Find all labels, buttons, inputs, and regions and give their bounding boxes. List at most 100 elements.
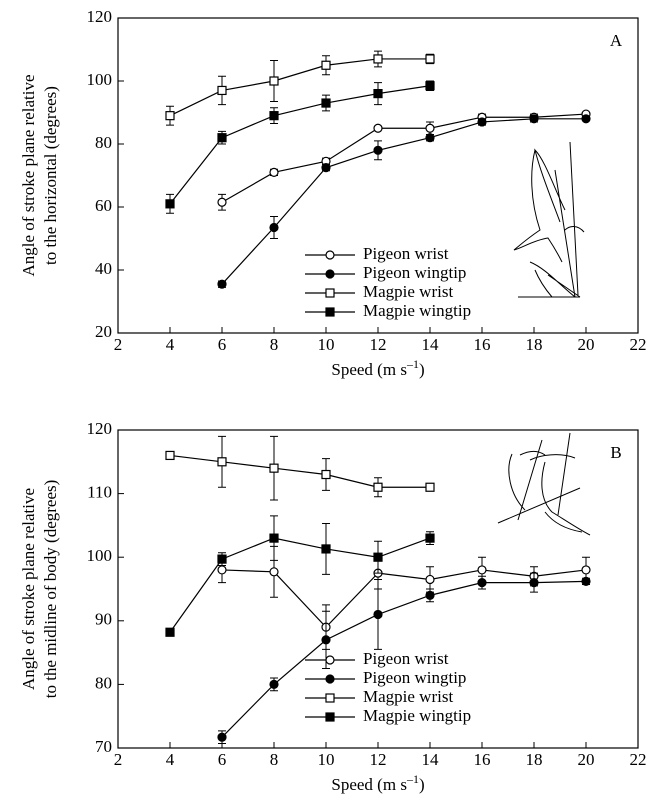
- x-tick-label: 20: [578, 335, 595, 354]
- x-tick-label: 2: [114, 335, 123, 354]
- bird-sketch-b: [497, 432, 591, 536]
- y-axis-label: to the horizontal (degrees): [41, 86, 60, 265]
- x-tick-label: 4: [166, 335, 175, 354]
- y-tick-label: 120: [87, 7, 113, 26]
- marker: [217, 85, 227, 96]
- y-tick-label: 90: [95, 610, 112, 629]
- bird-sketch-a: [513, 141, 585, 298]
- y-tick-label: 100: [87, 546, 113, 565]
- marker: [581, 565, 591, 575]
- x-tick-label: 8: [270, 750, 279, 769]
- legend-marker: [325, 288, 335, 298]
- x-tick-label: 22: [630, 335, 647, 354]
- marker: [425, 81, 435, 91]
- marker: [321, 544, 331, 554]
- legend-marker: [325, 674, 335, 684]
- marker: [269, 567, 279, 577]
- y-tick-label: 80: [95, 133, 112, 152]
- x-tick-label: 10: [318, 335, 335, 354]
- legend-label: Magpie wingtip: [363, 301, 471, 320]
- marker: [217, 197, 227, 207]
- x-tick-label: 6: [218, 335, 227, 354]
- marker: [373, 609, 383, 620]
- y-tick-label: 20: [95, 322, 112, 341]
- marker: [373, 482, 383, 492]
- x-axis-label: Speed (m s–1): [331, 357, 424, 379]
- y-tick-label: 110: [87, 483, 112, 502]
- legend-marker: [325, 655, 335, 665]
- legend-marker: [325, 269, 335, 279]
- x-tick-label: 10: [318, 750, 335, 769]
- x-tick-label: 20: [578, 750, 595, 769]
- panel-label: B: [610, 443, 621, 462]
- series-line: [169, 537, 431, 633]
- legend-label: Pigeon wrist: [363, 649, 449, 668]
- x-tick-label: 6: [218, 750, 227, 769]
- marker: [477, 117, 487, 127]
- x-tick-label: 2: [114, 750, 123, 769]
- marker: [217, 133, 227, 143]
- x-tick-label: 14: [422, 335, 440, 354]
- marker: [165, 450, 175, 461]
- x-axis-label-end: ): [419, 360, 425, 379]
- x-tick-label: 4: [166, 750, 175, 769]
- marker: [581, 576, 591, 586]
- marker: [425, 482, 435, 492]
- marker: [425, 54, 435, 64]
- x-tick-label: 14: [422, 750, 440, 769]
- marker: [373, 552, 383, 562]
- marker: [269, 222, 279, 233]
- marker: [425, 574, 435, 585]
- marker: [373, 145, 383, 155]
- marker: [217, 554, 227, 564]
- marker: [217, 279, 227, 289]
- marker: [269, 463, 279, 473]
- x-tick-label: 16: [474, 335, 491, 354]
- marker: [269, 533, 279, 543]
- series-line: [169, 85, 431, 205]
- marker: [425, 533, 435, 543]
- x-tick-label: 18: [526, 750, 543, 769]
- marker: [425, 133, 435, 143]
- legend-marker: [325, 693, 335, 703]
- legend-marker: [325, 307, 335, 317]
- marker: [217, 732, 227, 742]
- marker: [529, 578, 539, 588]
- x-tick-label: 12: [370, 335, 387, 354]
- legend-marker: [325, 250, 335, 260]
- x-axis-label-end: ): [419, 775, 425, 794]
- legend-label: Magpie wrist: [363, 687, 453, 706]
- y-axis-label: to the midline of body (degrees): [41, 480, 60, 699]
- marker: [269, 111, 279, 121]
- legend-label: Pigeon wingtip: [363, 668, 466, 687]
- y-tick-label: 70: [95, 737, 112, 756]
- panel-label: A: [610, 31, 623, 50]
- marker: [165, 627, 175, 637]
- marker: [373, 88, 383, 99]
- marker: [217, 457, 227, 467]
- legend-marker: [325, 712, 335, 722]
- series-line: [169, 454, 430, 488]
- marker: [269, 167, 279, 177]
- marker: [373, 123, 383, 133]
- x-axis-label-sup: –1: [406, 357, 419, 371]
- marker: [425, 123, 435, 133]
- marker: [321, 469, 331, 480]
- y-tick-label: 100: [87, 70, 113, 89]
- marker: [269, 679, 279, 690]
- x-axis-label: Speed (m s–1): [331, 772, 424, 794]
- x-axis-label-text: Speed (m s: [331, 775, 407, 794]
- marker: [477, 565, 487, 575]
- y-tick-label: 120: [87, 419, 113, 438]
- y-tick-label: 60: [95, 196, 112, 215]
- series-line: [221, 569, 587, 629]
- y-tick-label: 80: [95, 673, 112, 692]
- x-axis-label-text: Speed (m s: [331, 360, 407, 379]
- marker: [269, 76, 279, 86]
- x-tick-label: 12: [370, 750, 387, 769]
- series-line: [221, 113, 587, 203]
- marker: [425, 590, 435, 600]
- x-tick-label: 18: [526, 335, 543, 354]
- marker: [165, 199, 175, 209]
